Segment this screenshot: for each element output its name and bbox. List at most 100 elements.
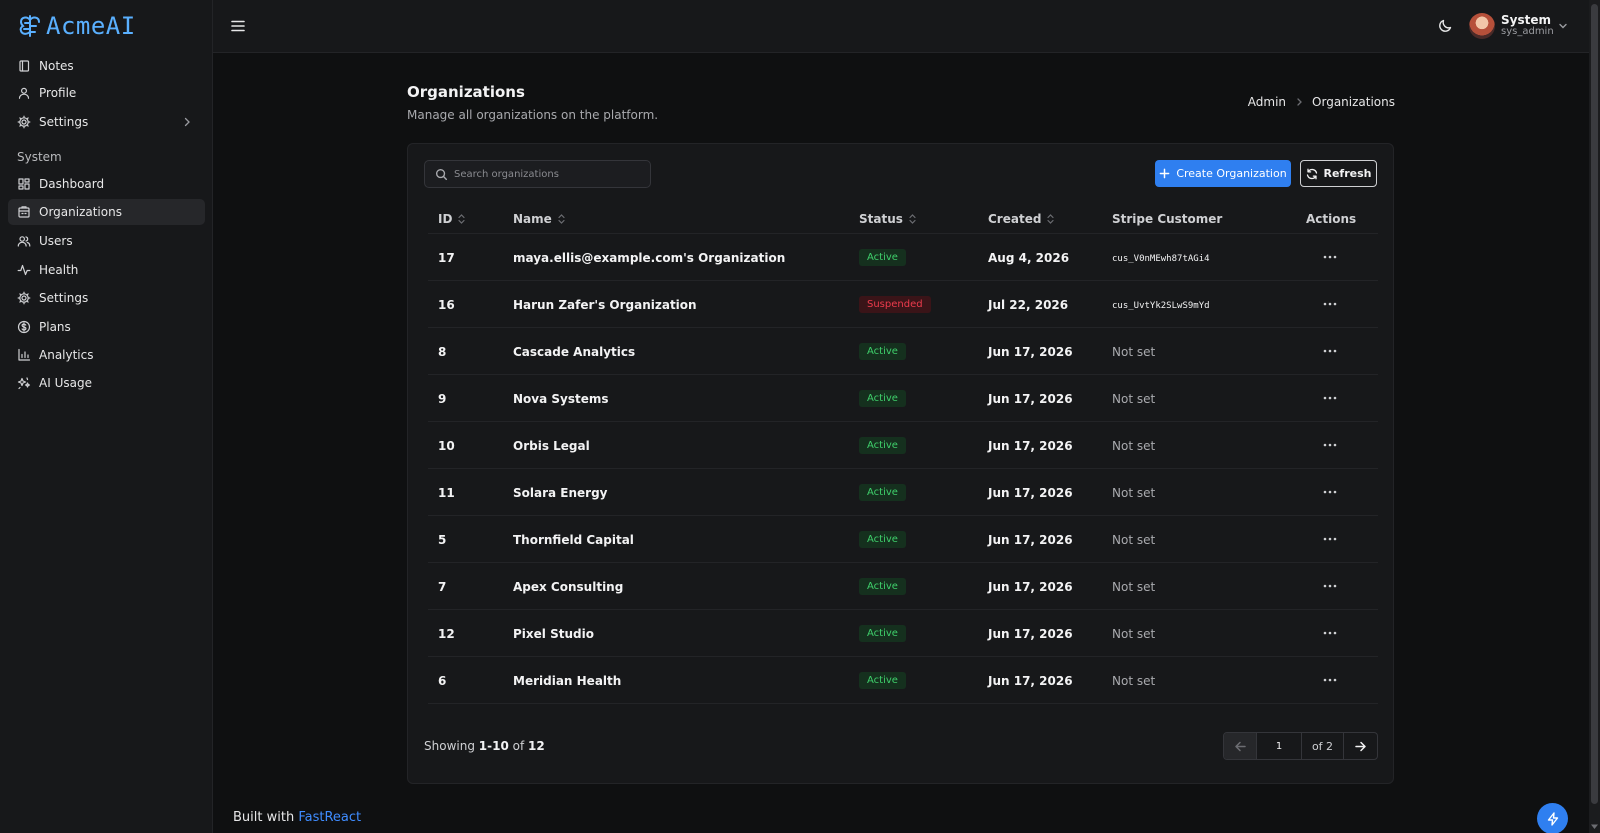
brand-logo[interactable]: AcmeAI [16,12,136,40]
plus-icon [1159,168,1170,179]
cell-stripe-customer: Not set [1112,533,1156,547]
sidebar-item-system-plans-label: Plans [39,320,71,334]
sidebar-item-system-analytics[interactable]: Analytics [8,342,205,368]
table-row[interactable]: 5 Thornfield Capital Active Jun 17, 2026 Not… [428,516,1378,563]
column-header-created[interactable]: Created [988,212,1055,226]
fastreact-link[interactable]: FastReact [298,810,362,825]
hamburger-menu-icon[interactable] [230,18,246,34]
table-row[interactable]: 8 Cascade Analytics Active Jun 17, 2026 Not … [428,328,1378,375]
status-badge: Active [859,249,906,266]
page-total: of 2 [1302,733,1344,759]
more-horizontal-icon[interactable] [1321,626,1339,640]
more-horizontal-icon[interactable] [1321,250,1339,264]
cell-id: 7 [438,580,447,594]
sidebar-item-system-dashboard[interactable]: Dashboard [8,171,205,197]
sidebar-item-system-organizations[interactable]: Organizations [8,199,205,225]
cell-name[interactable]: maya.ellis@example.com's Organization [513,251,786,265]
showing-prefix: Showing [424,739,475,753]
create-organization-label: Create Organization [1176,167,1287,180]
cell-name[interactable]: Solara Energy [513,486,608,500]
moon-icon[interactable] [1437,18,1453,34]
next-page-button[interactable] [1344,733,1377,759]
more-horizontal-icon[interactable] [1321,344,1339,358]
refresh-icon [1306,168,1317,179]
showing-range: 1-10 [478,739,509,753]
table-row[interactable]: 17 maya.ellis@example.com's Organization A… [428,234,1378,281]
page-number-input[interactable] [1257,733,1302,759]
create-organization-button[interactable]: Create Organization [1155,160,1291,187]
cell-name[interactable]: Nova Systems [513,392,609,406]
quick-action-button[interactable] [1537,803,1568,833]
breadcrumb-admin[interactable]: Admin [1247,95,1287,109]
table-row[interactable]: 9 Nova Systems Active Jun 17, 2026 Not set [428,375,1378,422]
refresh-button[interactable]: Refresh [1300,160,1377,187]
arrow-left-icon [1234,741,1246,751]
breadcrumb-organizations: Organizations [1312,95,1395,109]
column-header-actions: Actions [1306,212,1356,226]
gear-icon [17,291,31,305]
more-horizontal-icon[interactable] [1321,532,1339,546]
sidebar-item-profile-label: Profile [39,86,77,100]
column-header-name[interactable]: Name [513,212,566,226]
column-header-id[interactable]: ID [438,212,466,226]
sidebar: AcmeAI Notes Profile Settings System Dashb… [0,0,213,833]
arrow-right-icon [1355,741,1366,751]
more-horizontal-icon[interactable] [1321,391,1339,405]
sidebar-item-notes[interactable]: Notes [8,53,205,79]
status-badge: Active [859,578,906,595]
more-horizontal-icon[interactable] [1321,438,1339,452]
sidebar-item-notes-label: Notes [39,59,74,73]
sidebar-item-system-users[interactable]: Users [8,228,205,254]
table-row[interactable]: 12 Pixel Studio Active Jun 17, 2026 Not set [428,610,1378,657]
cell-name[interactable]: Cascade Analytics [513,345,636,359]
table-row[interactable]: 6 Meridian Health Active Jun 17, 2026 Not se… [428,657,1378,704]
user-name[interactable]: System [1501,13,1551,27]
cell-name[interactable]: Apex Consulting [513,580,624,594]
scrollbar[interactable] [1589,0,1600,833]
more-horizontal-icon[interactable] [1321,579,1339,593]
cell-name[interactable]: Thornfield Capital [513,533,634,547]
cell-created: Jun 17, 2026 [988,627,1073,641]
chevron-right-icon [184,117,190,127]
cell-stripe-customer: Not set [1112,627,1156,641]
more-horizontal-icon[interactable] [1321,673,1339,687]
sidebar-item-system-plans[interactable]: Plans [8,314,205,340]
sidebar-item-system-health[interactable]: Health [8,257,205,283]
sidebar-item-profile[interactable]: Profile [8,80,205,106]
cell-id: 17 [438,251,455,265]
cell-id: 10 [438,439,455,453]
more-horizontal-icon[interactable] [1321,297,1339,311]
chevron-down-icon[interactable] [1557,20,1569,32]
column-header-status[interactable]: Status [859,212,917,226]
section-label-system: System [17,150,62,164]
search-input[interactable] [454,168,634,180]
cell-name[interactable]: Harun Zafer's Organization [513,298,697,312]
scroll-down-arrow-icon[interactable] [1590,822,1599,831]
column-header-created-label: Created [988,212,1042,226]
sidebar-item-system-ai-usage[interactable]: AI Usage [8,370,205,396]
sidebar-item-settings-label: Settings [39,115,89,129]
scrollbar-thumb[interactable] [1591,4,1598,804]
cell-stripe-customer: Not set [1112,439,1156,453]
sidebar-item-system-settings[interactable]: Settings [8,285,205,311]
sidebar-item-settings[interactable]: Settings [8,109,205,135]
cell-stripe-customer: Not set [1112,580,1156,594]
avatar[interactable] [1469,13,1495,39]
search-box[interactable] [424,160,651,188]
cell-id: 6 [438,674,447,688]
cell-name[interactable]: Meridian Health [513,674,622,688]
table-row[interactable]: 16 Harun Zafer's Organization Suspended Jul… [428,281,1378,328]
cell-stripe-customer: Not set [1112,674,1156,688]
lightning-icon [1547,811,1558,826]
sort-icon [909,214,916,224]
previous-page-button[interactable] [1224,733,1257,759]
topbar: System sys_admin [213,0,1600,53]
table-row[interactable]: 10 Orbis Legal Active Jun 17, 2026 Not set [428,422,1378,469]
table-row[interactable]: 7 Apex Consulting Active Jun 17, 2026 Not se… [428,563,1378,610]
more-horizontal-icon[interactable] [1321,485,1339,499]
brand-name: AcmeAI [46,12,136,40]
table-row[interactable]: 11 Solara Energy Active Jun 17, 2026 Not set [428,469,1378,516]
cell-name[interactable]: Orbis Legal [513,439,590,453]
page-title: Organizations [407,83,525,101]
cell-name[interactable]: Pixel Studio [513,627,594,641]
